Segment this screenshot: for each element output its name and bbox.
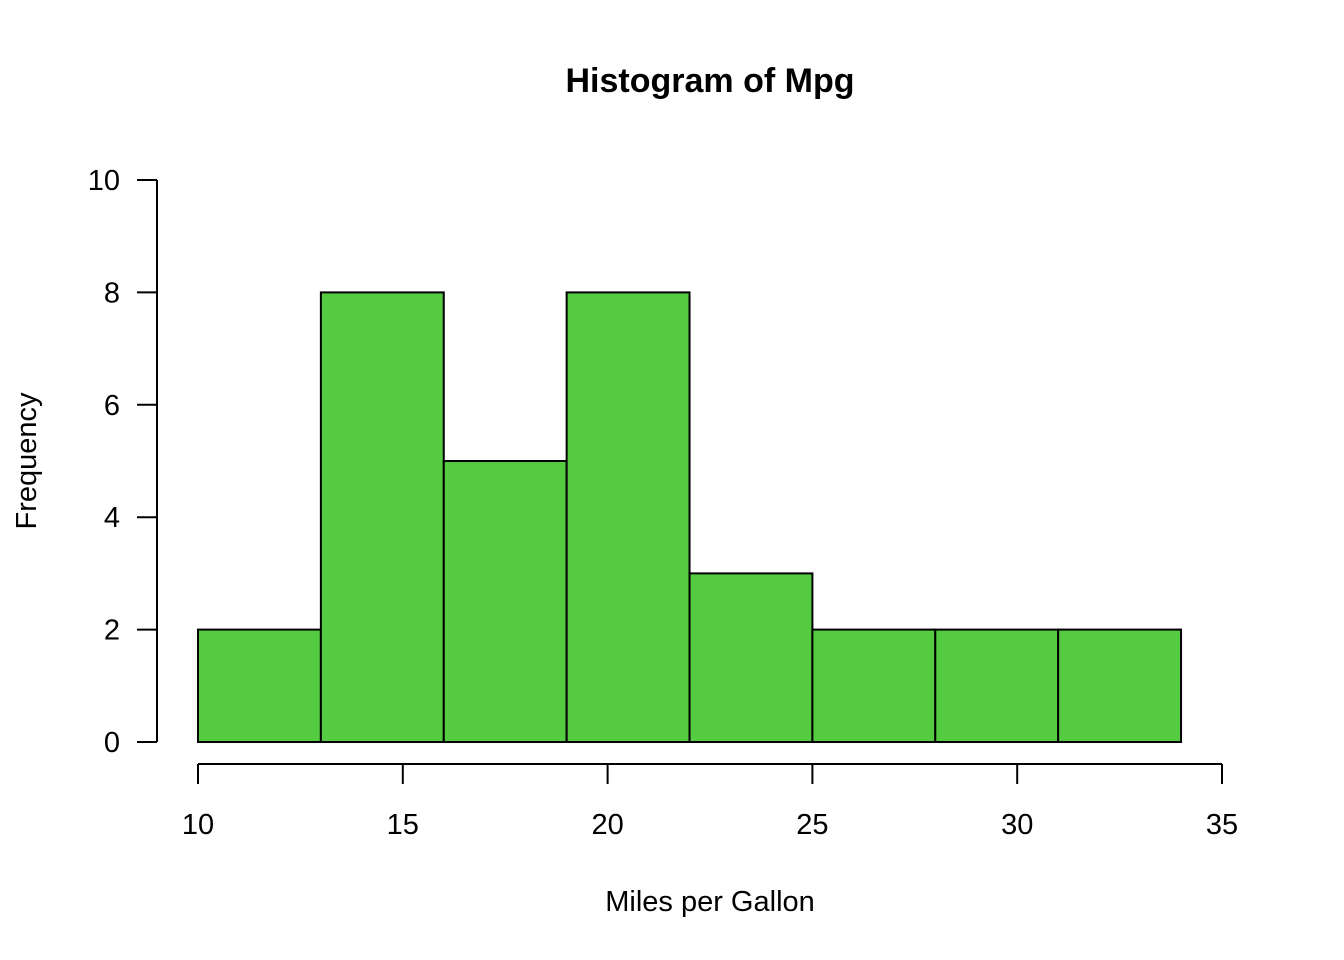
y-tick-label: 6	[104, 390, 120, 422]
y-tick-label: 2	[104, 615, 120, 647]
y-tick-label: 10	[88, 165, 120, 197]
histogram-bar-6	[934, 628, 1060, 743]
bars-group	[197, 291, 1183, 744]
x-tick-label: 15	[387, 809, 419, 841]
histogram-bar-5	[811, 628, 937, 743]
histogram-bar-7	[1057, 628, 1183, 743]
y-axis: 0 2 4 6 8 10	[88, 165, 158, 759]
histogram-bar-1	[319, 291, 445, 743]
x-tick-label: 10	[182, 809, 214, 841]
histogram-bar-0	[197, 628, 322, 743]
y-axis-label: Frequency	[11, 392, 43, 530]
x-tick-label: 20	[591, 809, 623, 841]
histogram-bar-3	[565, 291, 691, 743]
chart-title: Histogram of Mpg	[566, 62, 855, 100]
x-tick-label: 35	[1206, 809, 1238, 841]
x-tick-label: 30	[1001, 809, 1033, 841]
y-tick-label: 8	[104, 277, 120, 309]
x-axis: 10 15 20 25 30 35	[182, 763, 1238, 841]
y-tick-label: 4	[104, 502, 120, 534]
histogram-bar-4	[688, 572, 814, 744]
x-axis-label: Miles per Gallon	[605, 886, 815, 918]
x-tick-label: 25	[796, 809, 828, 841]
y-tick-label: 0	[104, 727, 120, 759]
histogram-bar-2	[442, 460, 568, 743]
